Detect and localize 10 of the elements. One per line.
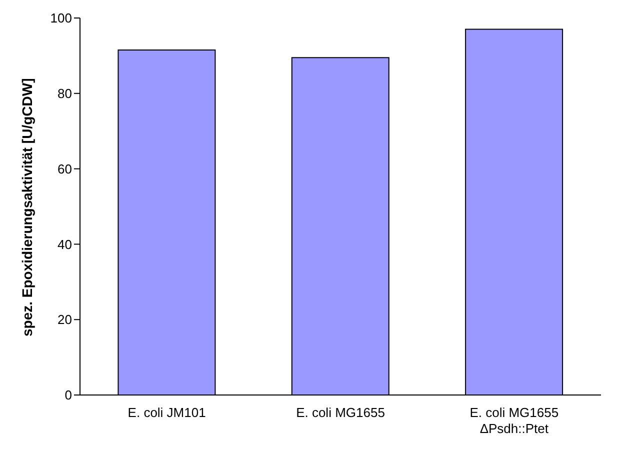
x-tick-label: E. coli MG1655 ΔPsdh::Ptet bbox=[470, 405, 559, 436]
y-tick-label: 20 bbox=[58, 312, 72, 328]
y-tick-label: 60 bbox=[58, 161, 72, 176]
y-tick-label: 80 bbox=[58, 86, 72, 102]
y-tick-label: 100 bbox=[50, 10, 72, 26]
y-tick-label: 0 bbox=[64, 388, 72, 403]
y-axis-title: spez. Epoxidierungsaktivität [U/gCDW] bbox=[18, 78, 35, 336]
x-tick-label: E. coli MG1655 bbox=[296, 405, 385, 420]
y-tick-label: 40 bbox=[58, 236, 72, 252]
x-tick-label: E. coli JM101 bbox=[128, 405, 206, 420]
